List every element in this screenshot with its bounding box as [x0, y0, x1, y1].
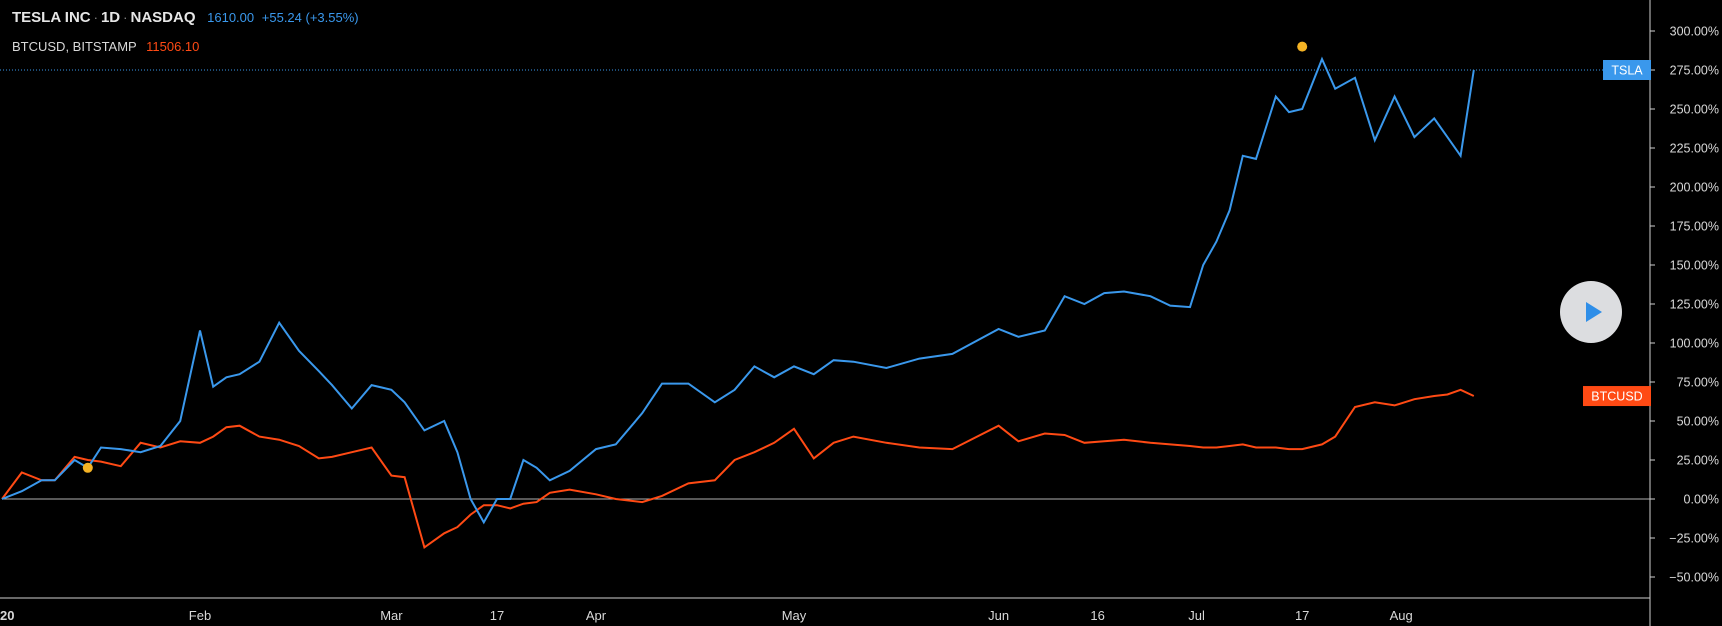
main-change: +55.24 (+3.55%) — [261, 10, 359, 25]
x-tick-label: Mar — [380, 608, 403, 623]
compare-price: 11506.10 — [146, 39, 200, 54]
series-last-label: TSLA — [1611, 64, 1643, 78]
y-tick-label: 275.00% — [1670, 64, 1719, 78]
x-tick-label: Jul — [1188, 608, 1205, 623]
y-tick-label: 0.00% — [1684, 493, 1719, 507]
separator: · — [123, 10, 128, 25]
x-tick-label: 17 — [1295, 608, 1309, 623]
series-last-label-bg — [1603, 60, 1651, 80]
tsla-line[interactable] — [1, 56, 1475, 525]
x-tick-label: Jun — [988, 608, 1009, 623]
main-symbol: TESLA INC — [12, 9, 91, 26]
x-tick-label: Aug — [1390, 608, 1413, 623]
y-tick-label: −25.00% — [1669, 532, 1719, 546]
x-tick-label: 16 — [1090, 608, 1104, 623]
y-tick-label: 50.00% — [1677, 415, 1719, 429]
y-tick-label: 25.00% — [1677, 454, 1719, 468]
y-tick-label: 225.00% — [1670, 142, 1719, 156]
main-price: 1610.00 — [207, 10, 255, 25]
btcusd-line[interactable] — [1, 388, 1475, 550]
x-tick-label: 20 — [0, 608, 14, 623]
event-markers — [82, 41, 1308, 473]
y-tick-label: 200.00% — [1670, 181, 1719, 195]
time-axis[interactable]: 20 Feb Mar 17 Apr May Jun 16 Jul 17 Aug — [0, 597, 1650, 623]
play-icon — [1586, 302, 1602, 322]
series-last-label-bg — [1583, 386, 1651, 407]
legend-main: TESLA INC · 1D · NASDAQ 1610.00 +55.24 (+3.5… — [12, 9, 359, 26]
interval: 1D — [100, 9, 121, 26]
y-tick-label: 175.00% — [1670, 220, 1719, 234]
replay-play-button[interactable] — [1560, 281, 1622, 343]
event-marker[interactable] — [82, 462, 93, 473]
legend-compare: BTCUSD, BITSTAMP 11506.10 — [12, 39, 199, 54]
y-tick-label: 125.00% — [1670, 298, 1719, 312]
series-last-label: BTCUSD — [1591, 390, 1642, 404]
x-tick-label: 17 — [490, 608, 504, 623]
y-tick-label: 100.00% — [1670, 337, 1719, 351]
price-axis[interactable]: 300.00% 275.00% 250.00% 225.00% 200.00% 175.0… — [1649, 0, 1719, 626]
separator: · — [93, 10, 98, 25]
y-tick-label: 150.00% — [1670, 259, 1719, 273]
compare-symbol: BTCUSD, BITSTAMP — [12, 39, 137, 54]
x-tick-label: Apr — [586, 608, 607, 623]
x-tick-label: Feb — [189, 608, 211, 623]
y-tick-label: 75.00% — [1677, 376, 1719, 390]
x-tick-label: May — [782, 608, 807, 623]
exchange: NASDAQ — [130, 9, 196, 26]
event-marker[interactable] — [1297, 41, 1308, 52]
series-labels: TSLA BTCUSD — [1583, 60, 1651, 407]
y-tick-label: 300.00% — [1670, 25, 1719, 39]
y-tick-label: −50.00% — [1669, 571, 1719, 585]
y-tick-label: 250.00% — [1670, 103, 1719, 117]
